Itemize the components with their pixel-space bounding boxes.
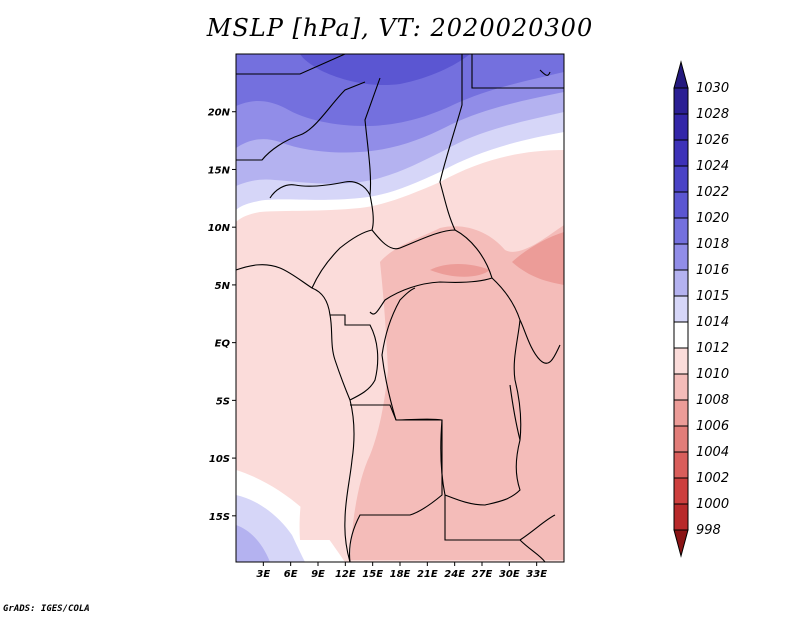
colorbar-level-label: 1012: [696, 341, 729, 356]
colorbar-swatch: [673, 165, 689, 193]
border-sudan-ne: [471, 54, 564, 89]
border-chad-sudan: [439, 54, 463, 231]
border-congo-gabon: [330, 314, 379, 401]
lat-tick-label: 5S: [216, 396, 230, 407]
colorbar-swatch: [673, 399, 689, 427]
lon-tick-label: 21E: [417, 569, 438, 580]
borders: [236, 54, 564, 562]
border-angola: [348, 404, 443, 562]
colorbar-level-label: 1015: [696, 289, 729, 304]
lat-tick-label: EQ: [215, 339, 231, 350]
border-coastline-west: [236, 264, 355, 562]
lon-axis: 3E 6E 9E 12E 15E 18E 21E 24E 27E 30E 33E: [256, 562, 547, 580]
lon-tick-label: 33E: [526, 569, 547, 580]
map-panel: 20N 15N 10N 5N EQ 5S 10S 15S 3E 6E 9E 12E 15E 18E 21E…: [208, 53, 565, 580]
lat-axis: 20N 15N 10N 5N EQ 5S 10S 15S: [208, 108, 236, 523]
colorbar-level-label: 1028: [696, 107, 729, 122]
colorbar-level-label: 1002: [696, 471, 729, 486]
border-drc: [381, 277, 522, 506]
lon-tick-label: 30E: [499, 569, 520, 580]
lat-tick-label: 15S: [209, 512, 230, 523]
colorbar-level-label: 1018: [696, 237, 729, 252]
field-region-sw-1012: [299, 300, 366, 540]
chart-title: MSLP [hPa], VT: 2020020300: [206, 14, 594, 42]
border-east-coast: [539, 69, 551, 76]
colorbar-level-label: 1004: [696, 445, 729, 460]
colorbar-level-label: 1000: [696, 497, 729, 512]
colorbar-swatch: [673, 243, 689, 271]
colorbar: 1030 1028 1026 1024 1022 1020 1018 1016 1015 1014…: [673, 60, 729, 558]
field-region-ne-1008: [512, 232, 564, 285]
lon-tick-label: 24E: [444, 569, 465, 580]
border-great-lakes: [519, 319, 561, 364]
colorbar-swatch: [673, 191, 689, 219]
pressure-field: [236, 54, 564, 562]
colorbar-swatch: [673, 113, 689, 141]
colorbar-swatch: [673, 139, 689, 167]
lon-tick-label: 3E: [256, 569, 270, 580]
lat-tick-label: 20N: [208, 108, 231, 119]
border-lake-tanganyika: [509, 384, 521, 441]
colorbar-level-label: 1020: [696, 211, 729, 226]
colorbar-level-label: 1024: [696, 159, 729, 174]
colorbar-level-label: 1010: [696, 367, 729, 382]
border-chad-niger: [364, 77, 381, 196]
grads-credit: GrADS: IGES/COLA: [3, 604, 90, 614]
border-mozambique: [519, 539, 546, 562]
field-region-central-1008: [430, 264, 490, 277]
colorbar-swatch: [673, 87, 689, 115]
lon-tick-label: 6E: [284, 569, 298, 580]
colorbar-swatch: [673, 269, 689, 297]
colorbar-level-label: 1030: [696, 81, 729, 96]
lon-tick-label: 18E: [390, 569, 411, 580]
colorbar-swatch: [673, 451, 689, 479]
colorbar-swatch: [673, 217, 689, 245]
colorbar-level-label: 1014: [696, 315, 729, 330]
lat-tick-label: 5N: [215, 281, 231, 292]
colorbar-bottom-arrow: [673, 529, 689, 558]
colorbar-level-label: 1026: [696, 133, 729, 148]
lon-tick-label: 9E: [311, 569, 325, 580]
field-region-north-1022: [300, 54, 470, 86]
colorbar-swatch: [673, 373, 689, 401]
colorbar-level-label: 1006: [696, 419, 729, 434]
colorbar-swatch: [673, 503, 689, 531]
lat-tick-label: 15N: [208, 165, 231, 176]
border-libya: [236, 54, 346, 75]
colorbar-swatch: [673, 295, 689, 323]
field-region-south-1016: [236, 525, 270, 562]
field-region-central-1010: [350, 225, 564, 560]
lon-tick-label: 15E: [362, 569, 383, 580]
colorbar-level-label: 998: [696, 523, 721, 538]
colorbar-swatch: [673, 321, 689, 349]
lat-tick-label: 10N: [208, 223, 231, 234]
lon-tick-label: 27E: [472, 569, 493, 580]
colorbar-swatch: [673, 347, 689, 375]
colorbar-level-label: 1022: [696, 185, 729, 200]
colorbar-level-label: 1008: [696, 393, 729, 408]
colorbar-top-arrow: [673, 60, 689, 89]
colorbar-swatch: [673, 477, 689, 505]
field-region-north-1020: [236, 54, 564, 126]
lon-tick-label: 12E: [335, 569, 356, 580]
border-mali-niger: [236, 81, 366, 161]
colorbar-swatch: [673, 425, 689, 453]
colorbar-level-label: 1016: [696, 263, 729, 278]
lat-tick-label: 10S: [209, 454, 230, 465]
